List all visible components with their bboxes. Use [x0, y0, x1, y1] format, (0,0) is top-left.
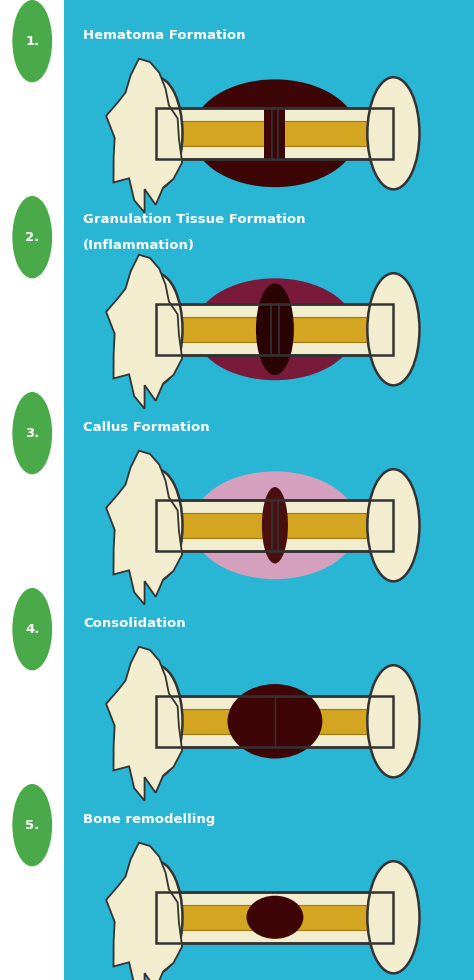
Circle shape [12, 392, 52, 474]
Text: 2.: 2. [25, 230, 39, 244]
Text: 3.: 3. [25, 426, 39, 440]
FancyBboxPatch shape [0, 0, 64, 980]
Polygon shape [106, 843, 182, 980]
Ellipse shape [130, 77, 182, 189]
FancyBboxPatch shape [156, 304, 393, 355]
FancyBboxPatch shape [156, 892, 393, 943]
Polygon shape [106, 647, 182, 801]
Ellipse shape [130, 273, 182, 385]
Text: 4.: 4. [25, 622, 39, 636]
Text: 5.: 5. [25, 818, 39, 832]
Ellipse shape [367, 273, 419, 385]
Text: 1.: 1. [25, 34, 39, 48]
Polygon shape [106, 451, 182, 605]
FancyBboxPatch shape [264, 108, 285, 159]
Polygon shape [106, 59, 182, 213]
Ellipse shape [367, 665, 419, 777]
Ellipse shape [130, 665, 182, 777]
Text: Bone remodelling: Bone remodelling [83, 812, 215, 826]
Circle shape [12, 196, 52, 278]
FancyBboxPatch shape [156, 108, 393, 159]
Ellipse shape [367, 861, 419, 973]
Ellipse shape [256, 283, 294, 375]
Text: Hematoma Formation: Hematoma Formation [83, 28, 246, 42]
FancyBboxPatch shape [156, 905, 393, 930]
FancyBboxPatch shape [156, 513, 393, 538]
FancyBboxPatch shape [156, 121, 393, 146]
FancyBboxPatch shape [156, 317, 393, 342]
FancyBboxPatch shape [156, 709, 393, 734]
Ellipse shape [367, 77, 419, 189]
Ellipse shape [367, 469, 419, 581]
Ellipse shape [130, 469, 182, 581]
Ellipse shape [246, 896, 303, 939]
Ellipse shape [228, 684, 322, 759]
Ellipse shape [192, 79, 358, 187]
FancyBboxPatch shape [156, 500, 393, 551]
Ellipse shape [262, 487, 288, 564]
Text: Callus Formation: Callus Formation [83, 420, 210, 434]
Text: (Inflammation): (Inflammation) [83, 238, 195, 252]
Ellipse shape [194, 278, 356, 380]
Circle shape [12, 784, 52, 866]
Text: Consolidation: Consolidation [83, 616, 186, 630]
Text: Granulation Tissue Formation: Granulation Tissue Formation [83, 213, 305, 226]
Circle shape [12, 588, 52, 670]
Ellipse shape [130, 861, 182, 973]
Polygon shape [106, 255, 182, 409]
Ellipse shape [192, 471, 358, 579]
FancyBboxPatch shape [156, 696, 393, 747]
Circle shape [12, 0, 52, 82]
